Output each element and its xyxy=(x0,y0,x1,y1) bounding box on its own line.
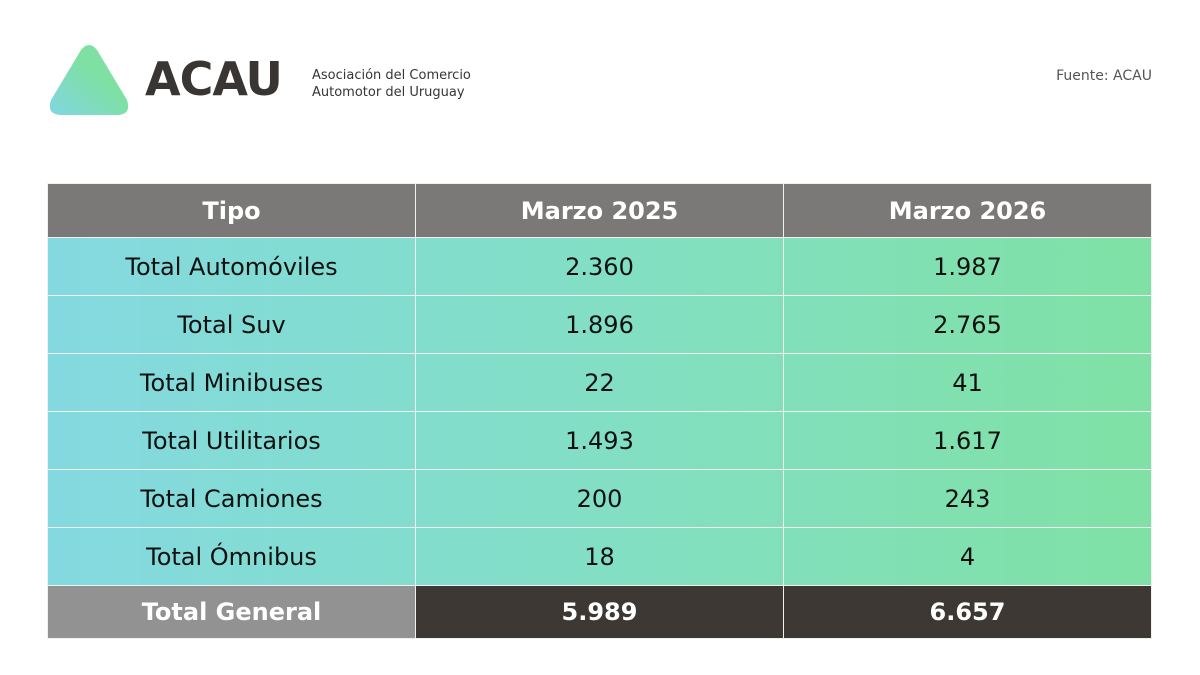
total-label: Total General xyxy=(47,585,416,639)
sales-table: Tipo Marzo 2025 Marzo 2026 Total Automóv… xyxy=(47,183,1152,639)
table-row: Total Suv 1.896 2.765 xyxy=(47,295,1152,354)
cell-marzo-2025: 1.493 xyxy=(415,411,784,470)
cell-marzo-2025: 2.360 xyxy=(415,237,784,296)
header-marzo-2025: Marzo 2025 xyxy=(415,183,784,238)
cell-marzo-2025: 22 xyxy=(415,353,784,412)
header-marzo-2026: Marzo 2026 xyxy=(783,183,1152,238)
source-label: Fuente: ACAU xyxy=(1056,68,1152,84)
logo-subtitle: Asociación del Comercio Automotor del Ur… xyxy=(312,67,471,101)
cell-marzo-2025: 1.896 xyxy=(415,295,784,354)
total-row: Total General 5.989 6.657 xyxy=(47,585,1152,639)
cell-marzo-2026: 4 xyxy=(783,527,1152,586)
cell-marzo-2026: 2.765 xyxy=(783,295,1152,354)
cell-tipo: Total Utilitarios xyxy=(47,411,416,470)
header-row: Tipo Marzo 2025 Marzo 2026 xyxy=(47,183,1152,238)
table-row: Total Minibuses 22 41 xyxy=(47,353,1152,412)
cell-tipo: Total Camiones xyxy=(47,469,416,528)
cell-marzo-2025: 18 xyxy=(415,527,784,586)
cell-marzo-2026: 1.617 xyxy=(783,411,1152,470)
cell-marzo-2026: 1.987 xyxy=(783,237,1152,296)
cell-tipo: Total Suv xyxy=(47,295,416,354)
cell-marzo-2025: 200 xyxy=(415,469,784,528)
logo-subtitle-line2: Automotor del Uruguay xyxy=(312,85,465,100)
cell-marzo-2026: 243 xyxy=(783,469,1152,528)
cell-tipo: Total Minibuses xyxy=(47,353,416,412)
cell-tipo: Total Ómnibus xyxy=(47,527,416,586)
acau-logo-icon xyxy=(49,45,129,115)
logo-subtitle-line1: Asociación del Comercio xyxy=(312,68,471,83)
logo-wordmark: ACAU xyxy=(145,52,283,106)
total-2025: 5.989 xyxy=(415,585,784,639)
table-row: Total Camiones 200 243 xyxy=(47,469,1152,528)
header-tipo: Tipo xyxy=(47,183,416,238)
total-2026: 6.657 xyxy=(783,585,1152,639)
table-row: Total Automóviles 2.360 1.987 xyxy=(47,237,1152,296)
cell-marzo-2026: 41 xyxy=(783,353,1152,412)
cell-tipo: Total Automóviles xyxy=(47,237,416,296)
table-row: Total Ómnibus 18 4 xyxy=(47,527,1152,586)
table-row: Total Utilitarios 1.493 1.617 xyxy=(47,411,1152,470)
